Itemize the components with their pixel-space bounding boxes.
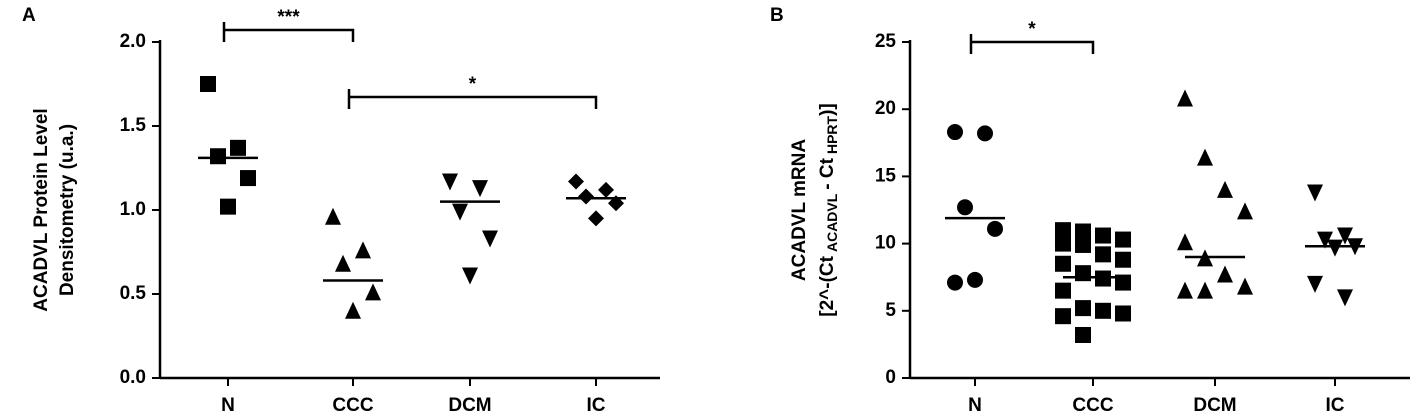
point: [335, 254, 351, 272]
x-tick-label: CCC: [1072, 395, 1113, 416]
x-tick-label: IC: [1326, 395, 1345, 416]
point: [1095, 227, 1111, 244]
point: [1307, 275, 1323, 293]
significance-label: *: [469, 74, 477, 95]
y-tick-label: 5: [885, 300, 896, 321]
point: [452, 203, 468, 221]
point: [598, 181, 614, 198]
point: [947, 124, 963, 141]
point: [1075, 265, 1091, 282]
point: [957, 199, 973, 216]
point: [578, 188, 594, 205]
point: [472, 180, 488, 198]
point: [1177, 281, 1193, 299]
significance-bracket: [969, 34, 1095, 54]
point: [1055, 308, 1071, 325]
point: [1337, 227, 1353, 245]
point: [568, 173, 584, 190]
x-tick-label: IC: [587, 395, 606, 416]
point: [1095, 270, 1111, 287]
point: [200, 76, 216, 92]
point: [462, 267, 478, 285]
y-tick-label: 20: [875, 98, 896, 119]
label-sub: ACADVL: [824, 193, 840, 252]
y-tick-label: 0.0: [120, 367, 146, 388]
y-tick-label: 10: [875, 233, 896, 254]
point: [230, 139, 246, 156]
point: [240, 170, 256, 187]
point: [1115, 231, 1131, 248]
point: [1095, 302, 1111, 319]
point: [1327, 239, 1343, 257]
y-tick-label: 2.0: [120, 31, 146, 52]
point: [1317, 231, 1333, 249]
point: [1217, 265, 1233, 283]
point: [1237, 277, 1253, 295]
point: [365, 283, 381, 301]
panel-letter: B: [770, 5, 784, 26]
y-tick-label: 15: [875, 165, 897, 186]
point: [1115, 305, 1131, 322]
point: [1075, 223, 1091, 240]
point: [1055, 255, 1071, 272]
point: [1115, 251, 1131, 268]
point: [1177, 89, 1193, 107]
point: [1307, 184, 1323, 202]
point: [1075, 236, 1091, 253]
panel-letter: A: [22, 5, 36, 26]
y-tick-label: 0: [885, 367, 896, 388]
point: [588, 210, 604, 227]
point: [355, 241, 371, 259]
point: [1337, 289, 1353, 307]
point: [1075, 326, 1091, 343]
y-tick-label: 0.5: [120, 283, 147, 304]
point: [1075, 300, 1091, 317]
point: [1055, 235, 1071, 252]
point: [442, 173, 458, 191]
significance-bracket: [222, 22, 355, 42]
point: [210, 148, 226, 165]
y-axis-label: ACADVL Protein Level: [31, 108, 52, 311]
significance-label: *: [1028, 19, 1036, 40]
point: [1115, 274, 1131, 291]
point: [977, 125, 993, 142]
y-axis-label: Densitometry (u.a.): [57, 124, 78, 296]
point: [1237, 202, 1253, 220]
x-tick-label: N: [221, 395, 235, 416]
x-tick-label: DCM: [448, 395, 491, 416]
point: [220, 198, 236, 215]
y-tick-label: 25: [875, 31, 897, 52]
point: [987, 220, 1003, 237]
x-tick-label: N: [968, 395, 982, 416]
y-axis-label: [2^-(Ct ACADVL - Ct HPRT)]: [817, 103, 840, 316]
label-part: )]: [817, 103, 838, 116]
label-part: - Ct: [817, 157, 838, 189]
y-tick-label: 1.0: [120, 199, 146, 220]
significance-label: ***: [277, 7, 300, 28]
point: [345, 301, 361, 319]
point: [1055, 222, 1071, 239]
x-tick-label: DCM: [1193, 395, 1236, 416]
point: [947, 274, 963, 291]
y-tick-label: 1.5: [120, 115, 147, 136]
point: [1197, 148, 1213, 166]
point: [1055, 282, 1071, 299]
point: [1197, 281, 1213, 299]
label-sub: HPRT: [824, 115, 840, 154]
significance-bracket: [347, 89, 598, 109]
y-axis-label: ACADVL mRNA: [789, 139, 810, 281]
x-tick-label: CCC: [332, 395, 373, 416]
point: [325, 207, 341, 225]
point: [1217, 180, 1233, 198]
point: [482, 230, 498, 248]
point: [967, 271, 983, 288]
label-part: [2^-(Ct: [817, 255, 838, 316]
point: [1177, 233, 1193, 251]
point: [1095, 246, 1111, 263]
